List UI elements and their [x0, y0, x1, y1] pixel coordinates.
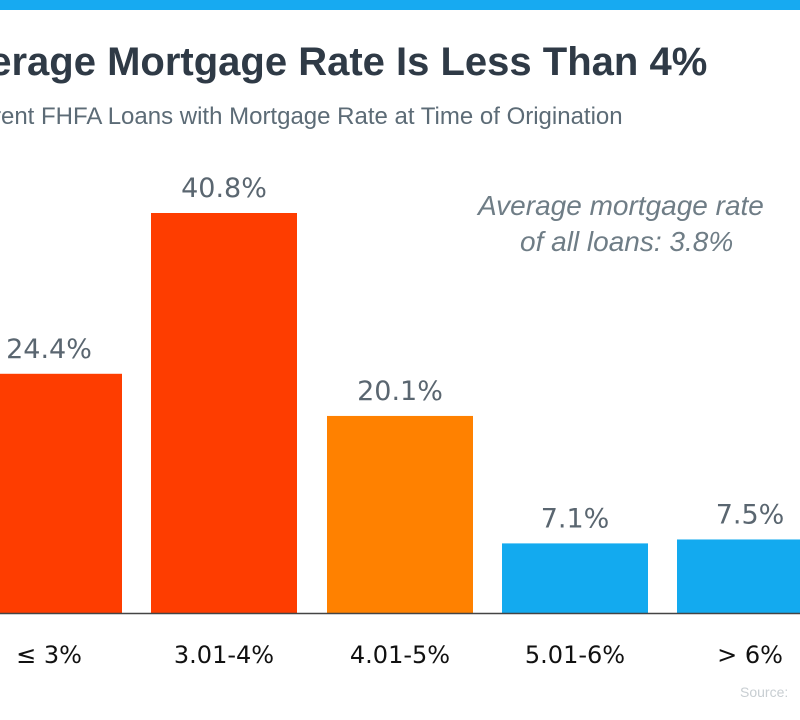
- category-labels-group: ≤ 3% 3.01-4% 4.01-5% 5.01-6% > 6%: [16, 641, 783, 669]
- value-label-3: 20.1%: [357, 376, 443, 407]
- top-accent-bar: [0, 0, 800, 10]
- category-label-4: 5.01-6%: [525, 641, 625, 669]
- bar-5: [677, 539, 800, 613]
- value-label-1: 24.4%: [6, 334, 92, 365]
- annotation-line-1: Average mortgage rate: [478, 190, 764, 221]
- source-label: Source:: [740, 684, 789, 700]
- average-rate-annotation: Average mortgage rate of all loans: 3.8%: [478, 188, 800, 260]
- value-labels-group: 24.4% 40.8% 20.1% 7.1% 7.5%: [6, 173, 784, 534]
- value-label-4: 7.1%: [541, 503, 610, 534]
- chart-title: verage Mortgage Rate Is Less Than 4%: [0, 40, 708, 84]
- bar-3: [327, 415, 473, 613]
- bar-1: [0, 373, 122, 613]
- chart-subtitle: rrent FHFA Loans with Mortgage Rate at T…: [0, 103, 623, 130]
- value-label-5: 7.5%: [716, 499, 785, 530]
- bar-4: [502, 543, 648, 613]
- category-label-5: > 6%: [717, 641, 783, 669]
- bars-group: [0, 213, 800, 613]
- annotation-line-2: of all loans: 3.8%: [520, 226, 734, 257]
- category-label-2: 3.01-4%: [174, 641, 274, 669]
- bar-2: [151, 213, 297, 613]
- category-label-3: 4.01-5%: [350, 641, 450, 669]
- category-label-1: ≤ 3%: [16, 641, 82, 669]
- value-label-2: 40.8%: [181, 173, 267, 204]
